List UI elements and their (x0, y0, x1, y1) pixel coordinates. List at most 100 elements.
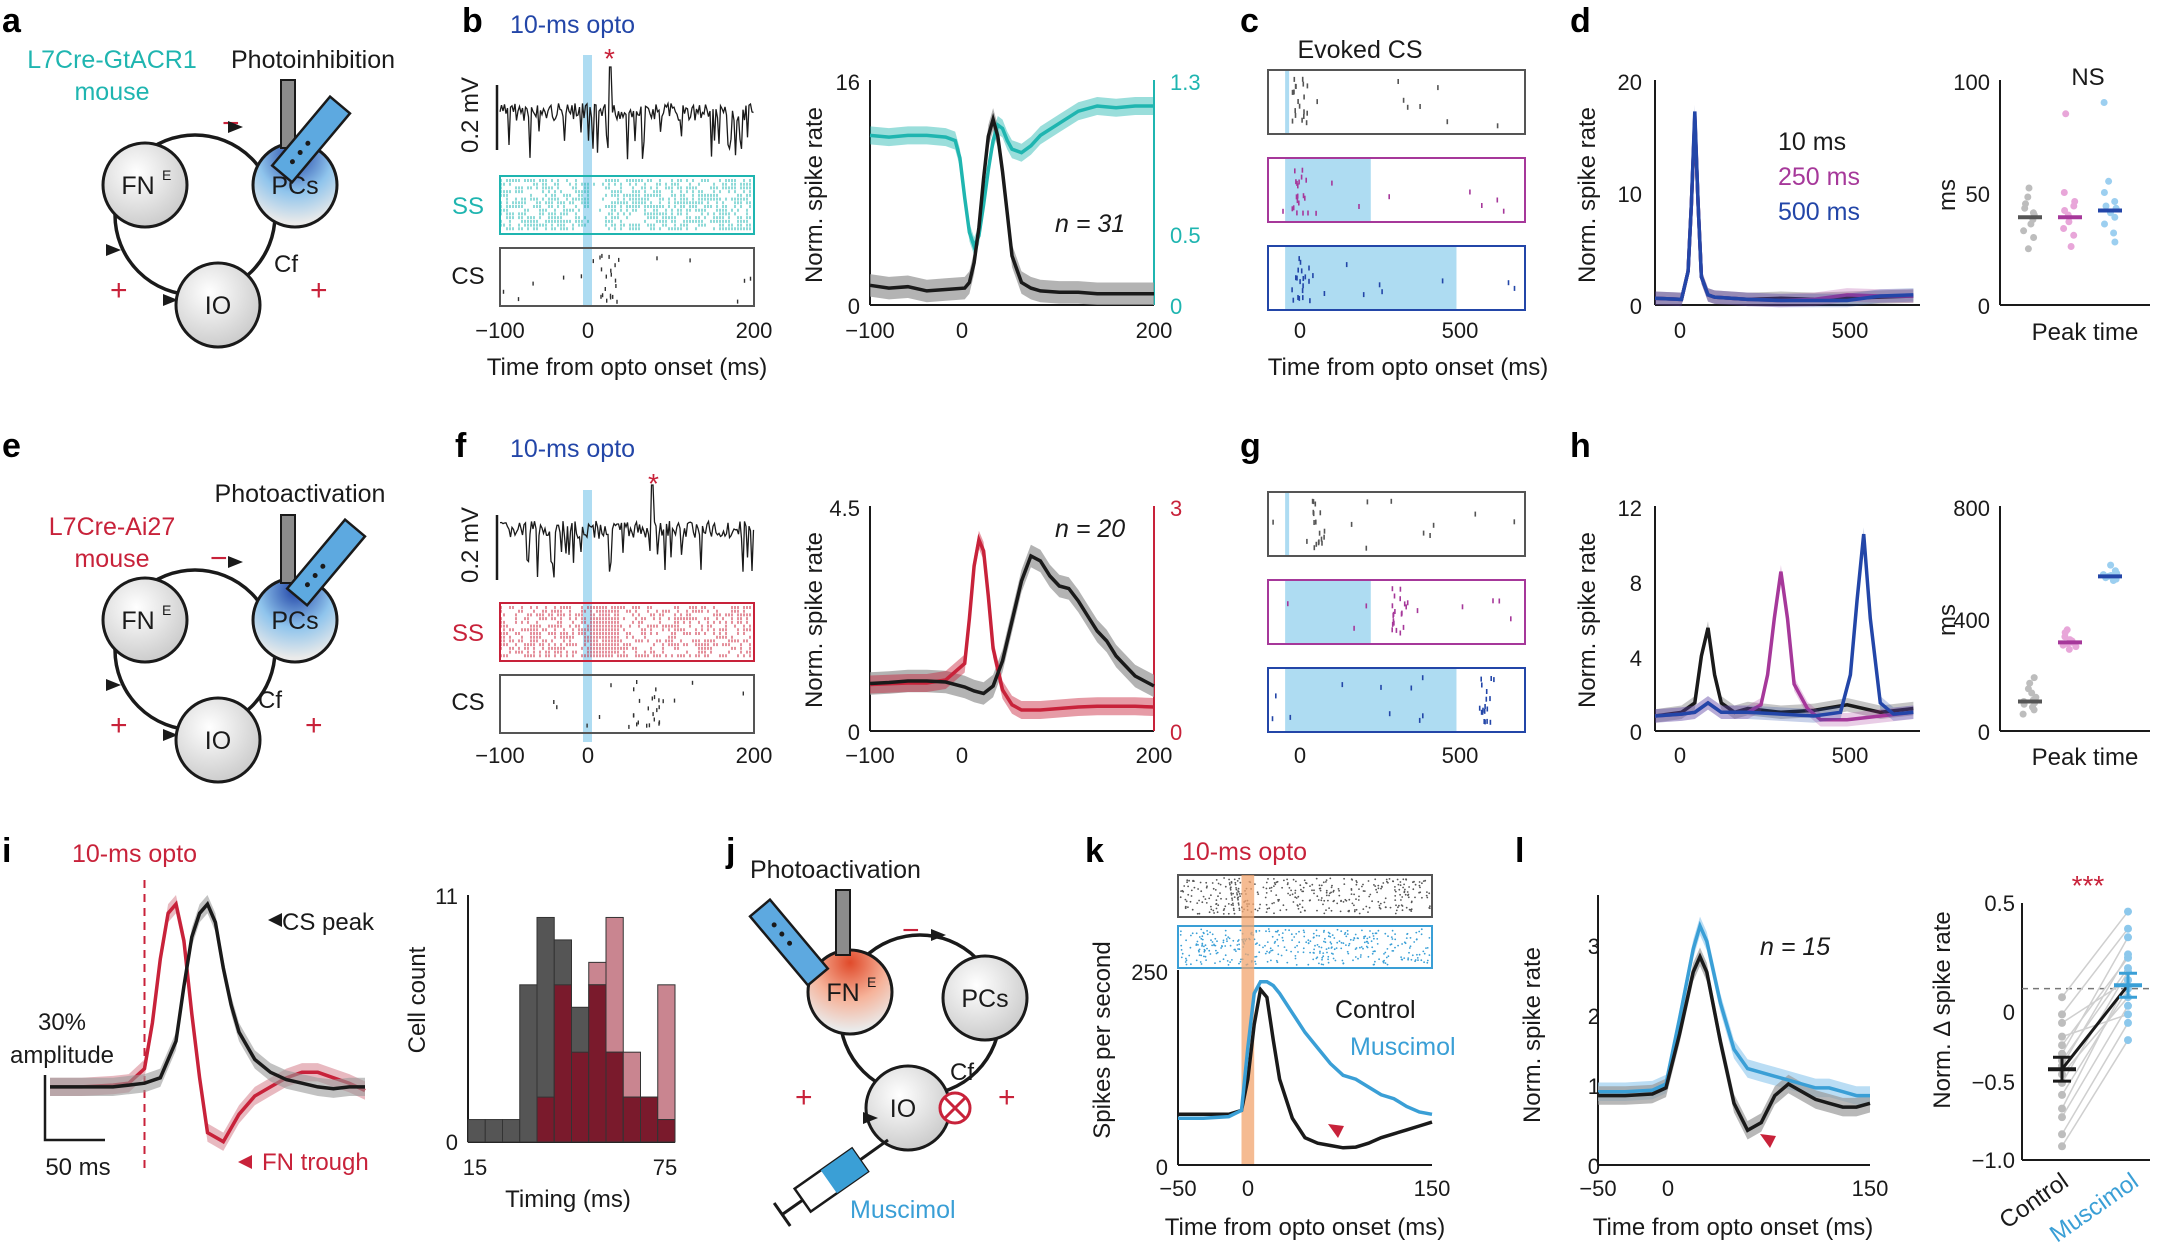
k-raster-dot (1275, 959, 1278, 962)
h-side-point (2063, 626, 2071, 634)
k-raster-dot (1401, 943, 1403, 945)
d-side-point (2030, 234, 2038, 241)
k-raster-dot (1283, 946, 1286, 948)
k-raster-dot (1318, 962, 1320, 965)
k-raster-dot (1371, 946, 1374, 949)
k-raster-dot (1198, 936, 1201, 938)
k-raster-dot (1231, 897, 1233, 900)
d-side-ytick-1: 50 (1966, 182, 1990, 207)
k-raster-dot (1293, 936, 1296, 938)
k-raster-dot (1271, 902, 1274, 905)
k-raster-dot (1256, 891, 1259, 894)
f-plot-series-left (869, 553, 1155, 696)
k-raster-dot (1276, 961, 1279, 964)
c-title: Evoked CS (1297, 36, 1422, 64)
j-optic-fiber-icon (835, 889, 851, 956)
k-raster-dot (1237, 948, 1239, 950)
k-raster-dot (1180, 930, 1182, 933)
k-raster-dot (1338, 940, 1341, 943)
k-raster-dot (1201, 938, 1204, 941)
k-raster-dot (1224, 885, 1227, 888)
k-raster-dot (1195, 959, 1198, 962)
e-mouse-line2: mouse (74, 545, 149, 573)
k-raster-dot (1237, 898, 1239, 901)
k-raster-dot (1232, 939, 1235, 942)
k-raster-dot (1265, 911, 1268, 913)
k-raster-dot (1332, 891, 1335, 893)
k-raster-dot (1227, 903, 1230, 905)
k-raster-dot (1340, 930, 1343, 933)
d-side-point (2029, 209, 2037, 217)
k-raster-dot (1210, 939, 1212, 942)
b-xtick-1: 0 (582, 318, 594, 343)
k-raster-dot (1413, 941, 1416, 943)
h-xtick-1: 500 (1832, 743, 1869, 768)
k-raster-dot (1320, 899, 1323, 902)
l-arrow-icon (1760, 1134, 1776, 1148)
k-raster-dot (1369, 930, 1371, 932)
k-raster-dot (1254, 960, 1256, 963)
k-raster-dot (1408, 908, 1411, 911)
k-raster-dot (1203, 955, 1205, 958)
j-drug: Muscimol (850, 1196, 956, 1224)
k-raster-dot (1302, 951, 1305, 954)
k-raster-dot (1346, 933, 1349, 935)
k-raster-dot (1409, 937, 1412, 939)
k-raster-dot (1255, 955, 1258, 958)
k-raster-dot (1322, 903, 1324, 906)
l-side-point-muscimol (2124, 907, 2132, 916)
k-raster-dot (1354, 909, 1356, 911)
g-xtick-0: 0 (1294, 743, 1306, 768)
d-legend-250: 250 ms (1778, 163, 1860, 191)
k-raster-dot (1356, 881, 1358, 884)
panel-letter-j: j (725, 832, 735, 870)
k-raster-dot (1205, 886, 1208, 889)
a-node-io (174, 261, 262, 349)
i-hist-ylabel: Cell count (404, 946, 431, 1053)
k-raster-dot (1360, 946, 1363, 948)
h-side-point (2032, 693, 2040, 701)
k-raster-dot (1222, 941, 1225, 944)
panel-h: Norm. spike rate 12 8 4 0 0 500 ms 800 4… (1574, 496, 2150, 771)
b-voltage-trace (499, 66, 754, 160)
k-raster-dot (1235, 888, 1238, 891)
k-raster-dot (1226, 940, 1228, 943)
k-raster-dot (1256, 942, 1258, 945)
b-xtick-0: −100 (475, 318, 525, 343)
c-xtick-0: 0 (1294, 318, 1306, 343)
k-raster-dot (1225, 938, 1228, 940)
f-ss-label: SS (452, 620, 484, 647)
k-raster-dot (1428, 937, 1431, 939)
k-raster-dot (1235, 950, 1237, 952)
k-raster-dot (1290, 933, 1293, 936)
k-raster-dot (1268, 951, 1271, 954)
k-raster-dot (1355, 898, 1357, 900)
k-raster-dot (1327, 947, 1330, 949)
k-raster-dot (1414, 883, 1417, 886)
e-node-io (174, 696, 262, 784)
k-raster-dot (1345, 899, 1348, 902)
k-raster-dot (1296, 944, 1298, 947)
panel-k: 10-ms opto Spikes per second 250 0 −50 0… (1089, 838, 1456, 1241)
k-raster-dot (1343, 883, 1346, 885)
k-raster-dot (1289, 894, 1291, 896)
k-raster-dot (1365, 905, 1368, 908)
k-raster-dot (1361, 885, 1363, 888)
k-raster-dot (1382, 960, 1385, 963)
synapse-terminal-icon (863, 1112, 878, 1124)
k-raster-dot (1211, 933, 1214, 936)
k-raster-dot (1276, 938, 1279, 941)
k-raster-dot (1230, 894, 1233, 896)
k-raster-dot (1309, 940, 1312, 943)
f-xtick-1: 0 (582, 743, 594, 768)
k-raster-dot (1275, 881, 1278, 884)
k-raster-dot (1394, 938, 1397, 941)
raster-box-1 (1267, 157, 1526, 223)
k-raster-dot (1204, 944, 1207, 947)
panel-letter-d: d (1570, 2, 1591, 40)
k-raster-dot (1290, 950, 1292, 953)
k-raster-dot (1181, 952, 1184, 955)
k-raster-dot (1413, 880, 1415, 883)
k-raster-dot (1180, 944, 1183, 947)
d-legend-10: 10 ms (1778, 128, 1846, 156)
